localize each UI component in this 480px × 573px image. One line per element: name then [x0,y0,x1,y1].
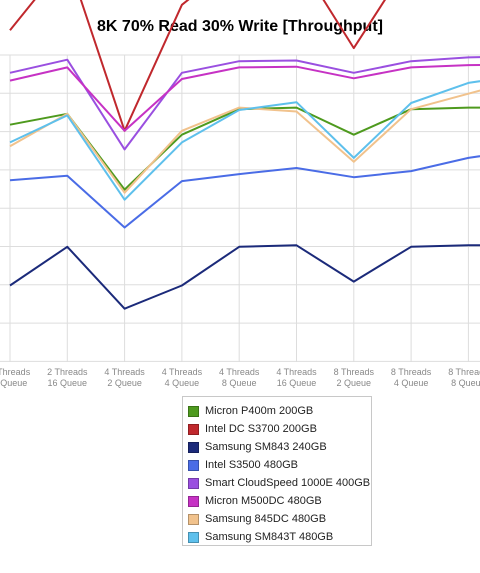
legend-label: Intel DC S3700 200GB [205,423,317,435]
series-line-2 [9,0,386,132]
legend-swatch [188,459,199,471]
series-line-1 [9,106,480,191]
legend-label: Micron P400m 200GB [205,405,314,417]
x-tick-label: 4 Threads 4 Queue [162,367,203,388]
series-line-8 [9,80,480,201]
x-tick-label: 8 Threads 2 Queue [334,367,375,388]
legend-item: Samsung 845DC 480GB [188,510,371,528]
x-tick-label: 2 Threads 16 Queue [47,367,88,388]
series-line-3 [9,244,480,310]
series-lines [9,0,480,310]
legend-swatch [188,495,199,507]
legend-item: Samsung SM843T 480GB [188,528,371,546]
legend-label: Smart CloudSpeed 1000E 400GB [205,477,371,489]
legend-label: Micron M500DC 480GB [205,495,322,507]
series-line-6 [9,63,480,132]
legend-label: Samsung SM843T 480GB [205,531,334,543]
legend-label: Samsung SM843 240GB [205,441,327,453]
series-line-4 [9,155,480,229]
x-tick-label: 4 Threads 16 Queue [276,367,317,388]
legend-label: Intel S3500 480GB [205,459,298,471]
chart-title: 8K 70% Read 30% Write [Throughput] [97,18,383,35]
x-tick-label: 4 Threads 8 Queue [219,367,260,388]
x-tick-label: 8 Threads 4 Queue [391,367,432,388]
legend-item: Micron M500DC 480GB [188,492,371,510]
legend-swatch [188,441,199,453]
x-tick-label: 4 Threads 2 Queue [104,367,145,388]
legend-label: Samsung 845DC 480GB [205,513,327,525]
series-line-5 [9,56,480,151]
legend-swatch [188,531,199,543]
legend-swatch [188,423,199,435]
legend: Micron P400m 200GB Intel DC S3700 200GB Sa… [182,396,372,546]
legend-item: Micron P400m 200GB [188,402,371,420]
series-line-7 [9,89,480,194]
legend-swatch [188,513,199,525]
legend-swatch [188,405,199,417]
legend-item: Smart CloudSpeed 1000E 400GB [188,474,371,492]
legend-swatch [188,477,199,489]
legend-item: Samsung SM843 240GB [188,438,371,456]
legend-item: Intel DC S3700 200GB [188,420,371,438]
legend-item: Intel S3500 480GB [188,456,371,474]
grid [0,54,480,362]
